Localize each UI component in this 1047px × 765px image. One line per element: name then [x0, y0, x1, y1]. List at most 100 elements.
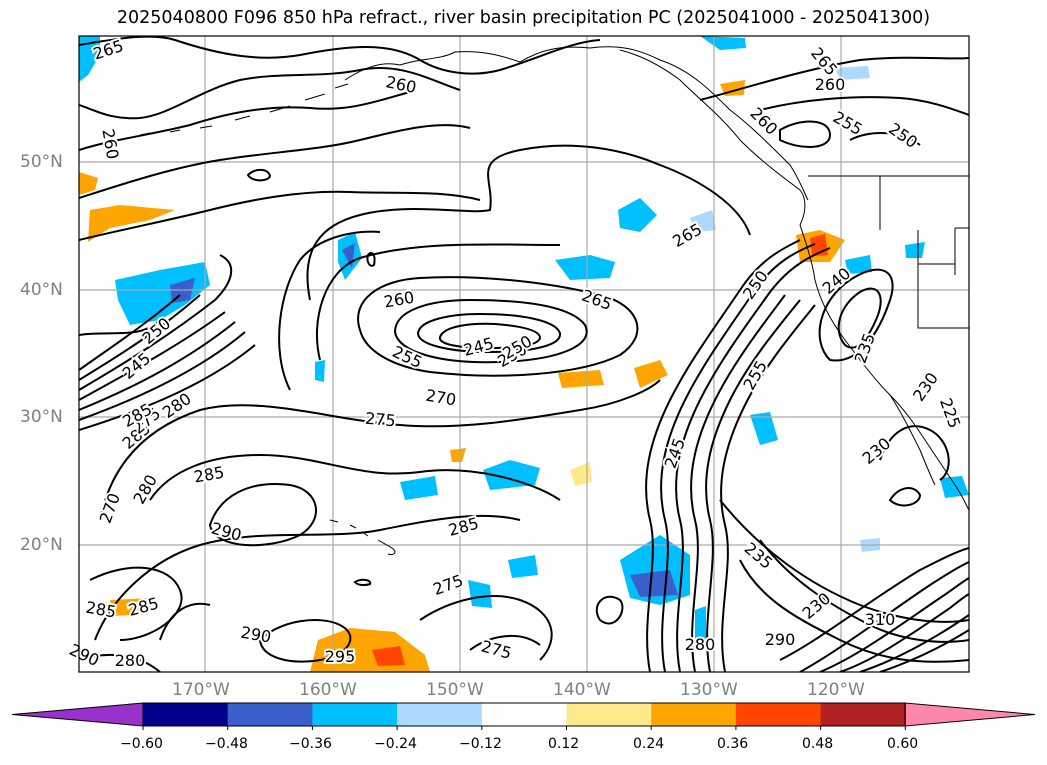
contour-line	[79, 124, 471, 199]
colorbar-cell	[481, 703, 567, 726]
colorbar-cell	[227, 703, 313, 726]
lon-label: 120°W	[807, 680, 865, 700]
contour-line	[859, 614, 969, 672]
precip-patch	[315, 360, 325, 382]
coastline-westcoast	[799, 224, 969, 511]
precip-patch	[634, 360, 668, 388]
contour-line	[849, 132, 921, 146]
coastline-alaska	[344, 46, 809, 201]
contour-line	[316, 243, 561, 361]
contour-label: 310	[865, 610, 896, 629]
precip-patch	[508, 555, 538, 578]
precip-patch	[468, 580, 492, 608]
contour-line	[306, 144, 751, 301]
contour-line	[690, 294, 786, 672]
map-frame	[78, 35, 970, 673]
contour-line	[89, 566, 183, 641]
lon-label: 160°W	[299, 680, 357, 700]
precip-patch	[400, 476, 438, 500]
contour-label: 275	[364, 409, 396, 431]
contour-line	[759, 96, 969, 116]
contour-line	[79, 294, 201, 381]
precip-patch	[555, 255, 615, 280]
precip-patch	[483, 460, 540, 490]
contour-line	[79, 653, 161, 672]
colorbar-cell	[566, 703, 652, 726]
contour-line	[888, 487, 922, 507]
precip-patch	[690, 210, 716, 232]
contour-line	[353, 578, 372, 587]
colorbar-cell	[735, 703, 822, 726]
contour-line	[246, 168, 272, 182]
precip-patch	[372, 646, 405, 666]
contour-line	[699, 56, 969, 101]
contour-line	[837, 287, 882, 349]
coastline-bc	[619, 49, 806, 226]
precip-patch	[79, 172, 98, 195]
contour-line	[759, 539, 969, 643]
contour-line	[79, 91, 411, 151]
contour-line	[595, 595, 624, 625]
contour-line	[79, 321, 236, 411]
contour-label: 260	[384, 72, 418, 97]
contour-label: 285	[84, 598, 117, 622]
colorbar-cell	[312, 703, 398, 726]
contour-line	[393, 298, 588, 364]
colorbar-cell	[143, 703, 229, 726]
colorbar-tick-label: −0.24	[374, 736, 417, 752]
precip-patch	[558, 370, 604, 388]
contour-line	[79, 36, 601, 75]
contour-line	[818, 268, 894, 362]
colorbar-tick-label: 0.36	[717, 736, 749, 752]
colorbar-tick-label: −0.36	[289, 736, 332, 752]
colorbar-tick-label: −0.12	[459, 736, 502, 752]
colorbar-tick-label: 0.48	[802, 736, 834, 752]
map-panel	[79, 36, 969, 672]
contour-line	[705, 299, 801, 672]
contour-line	[79, 331, 246, 421]
contour-line	[879, 425, 950, 481]
contour-line	[79, 311, 226, 401]
map-title: 2025040800 F096 850 hPa refract., river …	[116, 8, 931, 28]
contour-line	[357, 276, 639, 377]
coastlines	[139, 46, 969, 555]
lat-label: 20°N	[20, 535, 63, 555]
contour-line	[208, 483, 317, 547]
contour-label: 280	[685, 635, 716, 654]
colorbar-tick-label: 0.12	[548, 736, 580, 752]
contour-line	[79, 254, 233, 391]
contour-line	[660, 243, 816, 672]
contour-line	[469, 634, 541, 651]
contour-line	[79, 67, 461, 120]
lat-label: 50°N	[20, 152, 63, 172]
contour-line	[366, 252, 376, 267]
precip-patch	[79, 36, 100, 82]
precip-patch	[110, 598, 150, 616]
contour-label: 280	[115, 651, 146, 670]
contour-line	[278, 230, 381, 391]
lat-label: 40°N	[20, 280, 63, 300]
contour-line	[159, 602, 211, 641]
contour-line	[799, 561, 969, 672]
contour-line	[819, 577, 969, 672]
precip-patch	[700, 36, 746, 50]
colorbar-extend-low	[11, 702, 144, 727]
contour-line	[720, 304, 816, 672]
border-states	[879, 176, 969, 329]
precip-patch	[88, 205, 175, 242]
colorbar-cell	[397, 703, 483, 726]
contour-line	[645, 239, 801, 672]
lon-label: 130°W	[680, 680, 738, 700]
precip-patch	[835, 66, 870, 80]
colorbar-tick-label: 0.60	[887, 736, 919, 752]
contour-label: 290	[765, 630, 796, 649]
lat-label: 30°N	[20, 407, 63, 427]
colorbar-tick-label: −0.60	[120, 736, 163, 752]
contour-label: 295	[325, 647, 356, 666]
colorbar	[11, 702, 1036, 730]
precip-patch	[940, 476, 969, 498]
refractivity-contours	[79, 36, 969, 672]
precip-patch	[905, 242, 925, 258]
colorbar-cell	[820, 703, 906, 726]
contour-line	[79, 294, 181, 371]
